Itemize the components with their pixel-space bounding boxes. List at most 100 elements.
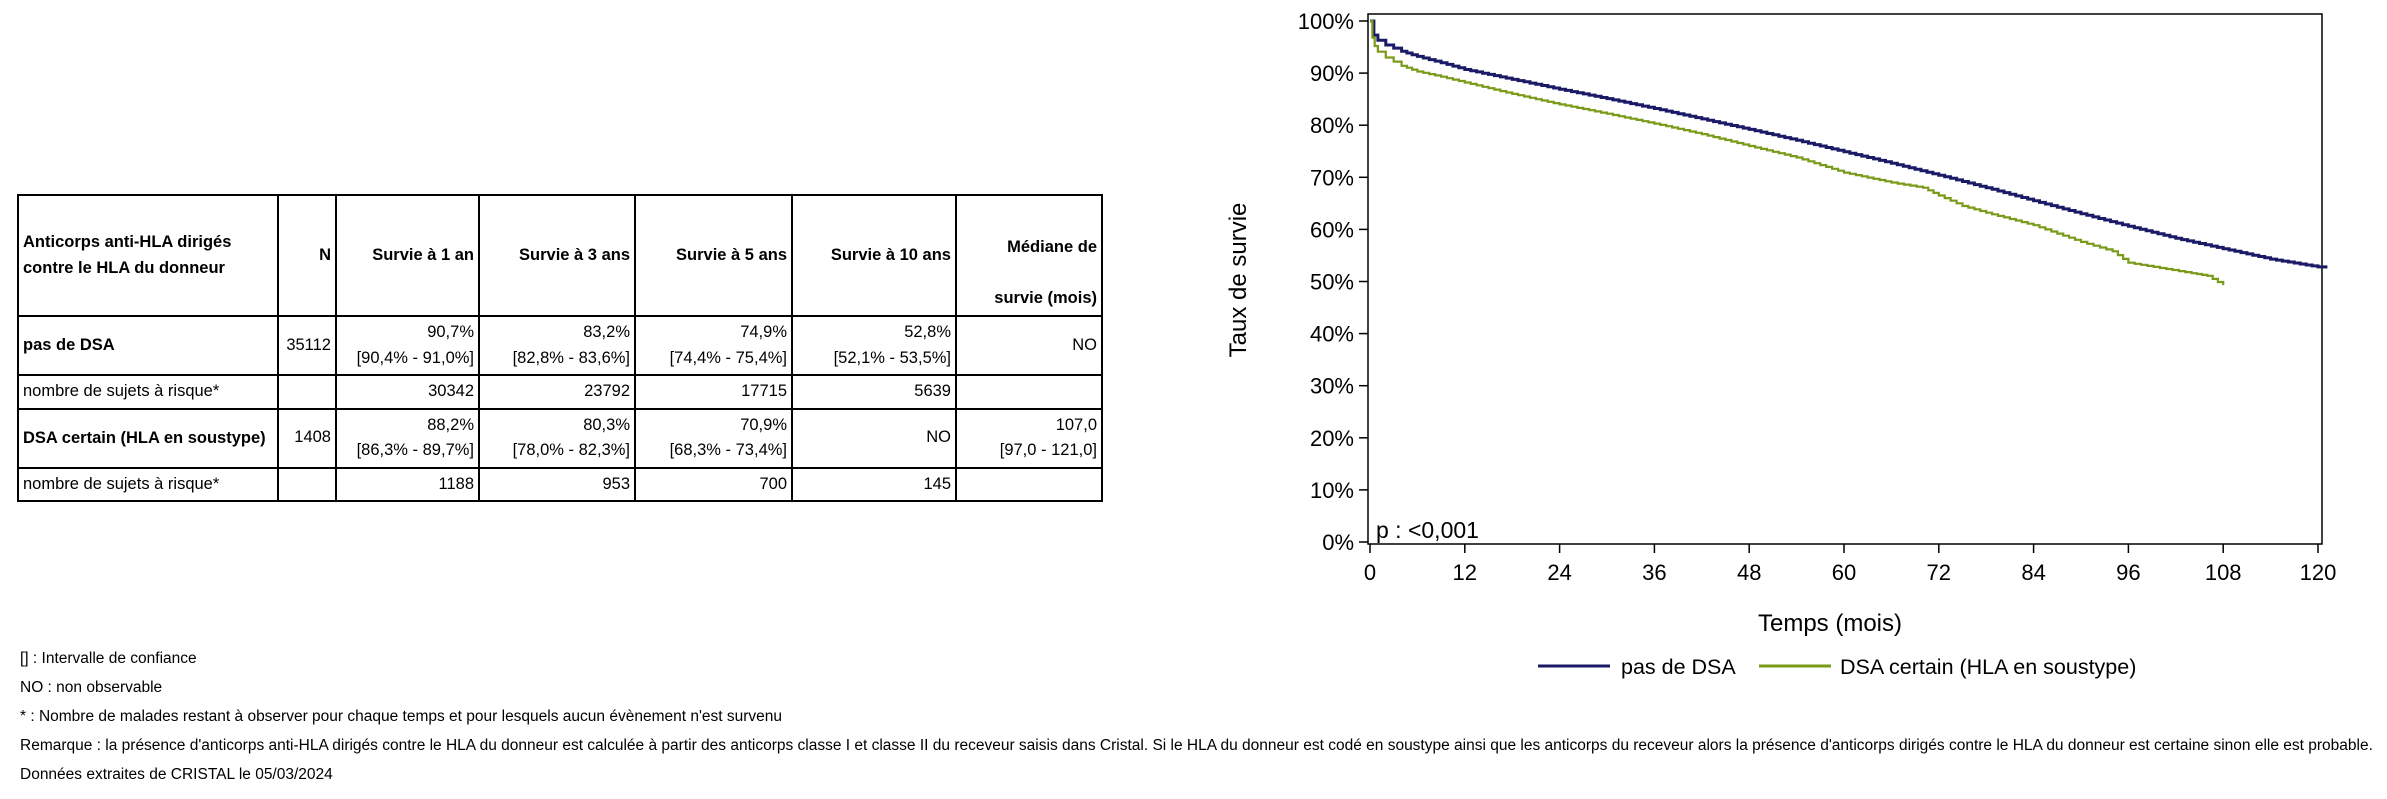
cell-survival-5y: 74,9% [74,4% - 75,4%]: [634, 314, 793, 377]
risk-3y: 953: [478, 466, 636, 503]
header-survival-5y: Survie à 5 ans: [634, 194, 793, 317]
x-tick-label: 0: [1364, 560, 1376, 585]
y-axis-label: Taux de survie: [1225, 203, 1252, 358]
header-median: Médiane de survie (mois): [955, 194, 1103, 317]
footnote: Données extraites de CRISTAL le 05/03/20…: [20, 766, 333, 783]
legend: pas de DSA DSA certain (HLA en soustype): [1538, 655, 2136, 679]
empty-cell: [277, 466, 337, 503]
y-tick-label: 0%: [1322, 530, 1354, 555]
risk-1y: 30342: [335, 374, 480, 410]
p-value-annotation: p : <0,001: [1376, 517, 1479, 543]
value: 88,2%: [427, 415, 474, 434]
x-tick-label: 36: [1642, 560, 1666, 585]
x-tick-label: 120: [2300, 560, 2337, 585]
risk-1y: 1188: [335, 466, 480, 503]
confidence-interval: [82,8% - 83,6%]: [512, 348, 630, 367]
x-tick-label: 96: [2116, 560, 2140, 585]
header-n: N: [277, 194, 337, 317]
x-tick-label: 12: [1453, 560, 1477, 585]
risk-5y: 700: [634, 466, 793, 503]
survival-chart: 0% 10% 20% 30% 40% 50% 60% 70% 80% 90% 100% 0 12 24 3…: [1225, 9, 2336, 679]
x-axis: 0 12 24 36 48 60 72 84 96 108 120: [1364, 544, 2336, 585]
cell-median: 107,0 [97,0 - 121,0]: [955, 407, 1103, 469]
cell-survival-1y: 90,7% [90,4% - 91,0%]: [335, 314, 480, 377]
confidence-interval: [52,1% - 53,5%]: [833, 348, 951, 367]
row-label: DSA certain (HLA en soustype): [17, 407, 279, 469]
table-row: pas de DSA 35112 90,7% [90,4% - 91,0%] 83…: [17, 314, 1103, 377]
cell-median: NO: [955, 314, 1103, 377]
cell-survival-3y: 80,3% [78,0% - 82,3%]: [478, 407, 636, 469]
footnote: NO : non observable: [20, 679, 163, 696]
y-tick-label: 90%: [1310, 61, 1354, 86]
value: 52,8%: [904, 323, 951, 341]
cell-survival-10y: NO: [791, 407, 957, 469]
table-header-row: Anticorps anti-HLA dirigés contre le HLA…: [17, 194, 1103, 317]
y-tick-label: 80%: [1310, 113, 1354, 138]
y-axis: 0% 10% 20% 30% 40% 50% 60% 70% 80% 90% 100%: [1298, 9, 1368, 555]
confidence-interval: [97,0 - 121,0]: [999, 441, 1097, 460]
legend-label-dsa-certain: DSA certain (HLA en soustype): [1840, 655, 2136, 679]
value: 107,0: [1055, 415, 1097, 434]
footnote: Remarque : la présence d'anticorps anti-…: [20, 737, 2373, 754]
risk-label: nombre de sujets à risque*: [17, 374, 279, 410]
value: 83,2%: [583, 323, 630, 341]
confidence-interval: [86,3% - 89,7%]: [356, 441, 474, 460]
table-row: nombre de sujets à risque* 30342 23792 1…: [17, 374, 1103, 410]
row-n: 35112: [277, 314, 337, 377]
footnotes: [] : Intervalle de confiance NO : non ob…: [20, 644, 2373, 789]
y-tick-label: 10%: [1310, 478, 1354, 503]
confidence-interval: [74,4% - 75,4%]: [669, 348, 787, 367]
header-median-line2: survie (mois): [994, 289, 1097, 308]
value: NO: [1072, 335, 1097, 354]
x-tick-label: 108: [2205, 560, 2242, 585]
value: 80,3%: [583, 415, 630, 434]
value: 90,7%: [427, 323, 474, 341]
confidence-interval: [78,0% - 82,3%]: [512, 441, 630, 460]
value: 74,9%: [740, 323, 787, 341]
risk-10y: 5639: [791, 374, 957, 410]
y-tick-label: 40%: [1310, 322, 1354, 347]
header-group: Anticorps anti-HLA dirigés contre le HLA…: [17, 194, 279, 317]
x-tick-label: 48: [1737, 560, 1761, 585]
plot-frame: [1367, 13, 2323, 545]
series-line-dsa-certain: [1370, 19, 2225, 286]
y-tick-label: 70%: [1310, 165, 1354, 190]
series-line-pas-de-dsa: [1370, 19, 2328, 269]
table-row: DSA certain (HLA en soustype) 1408 88,2%…: [17, 407, 1103, 469]
empty-cell: [277, 374, 337, 410]
risk-3y: 23792: [478, 374, 636, 410]
row-label: pas de DSA: [17, 314, 279, 377]
risk-label: nombre de sujets à risque*: [17, 466, 279, 503]
y-tick-label: 100%: [1298, 9, 1354, 34]
row-n: 1408: [277, 407, 337, 469]
x-tick-label: 72: [1927, 560, 1951, 585]
y-tick-label: 20%: [1310, 426, 1354, 451]
header-survival-3y: Survie à 3 ans: [478, 194, 636, 317]
x-axis-label: Temps (mois): [1758, 610, 1902, 637]
confidence-interval: [68,3% - 73,4%]: [669, 441, 787, 460]
series-lines: [1370, 19, 2328, 286]
risk-10y: 145: [791, 466, 957, 503]
header-survival-10y: Survie à 10 ans: [791, 194, 957, 317]
confidence-interval: [90,4% - 91,0%]: [356, 348, 474, 367]
header-survival-1y: Survie à 1 an: [335, 194, 480, 317]
empty-cell: [955, 466, 1103, 503]
legend-label-pas-de-dsa: pas de DSA: [1621, 655, 1736, 679]
survival-table: Anticorps anti-HLA dirigés contre le HLA…: [17, 194, 1103, 503]
y-tick-label: 30%: [1310, 374, 1354, 399]
cell-survival-3y: 83,2% [82,8% - 83,6%]: [478, 314, 636, 377]
value: 70,9%: [740, 415, 787, 434]
footnote: * : Nombre de malades restant à observer…: [20, 708, 783, 725]
risk-5y: 17715: [634, 374, 793, 410]
x-tick-label: 84: [2021, 560, 2045, 585]
table-row: nombre de sujets à risque* 1188 953 700 …: [17, 466, 1103, 503]
value: NO: [926, 428, 951, 447]
cell-survival-10y: 52,8% [52,1% - 53,5%]: [791, 314, 957, 377]
y-tick-label: 50%: [1310, 270, 1354, 295]
y-tick-label: 60%: [1310, 217, 1354, 242]
header-median-line1: Médiane de: [1007, 237, 1097, 256]
footnote: [] : Intervalle de confiance: [20, 650, 197, 667]
cell-survival-1y: 88,2% [86,3% - 89,7%]: [335, 407, 480, 469]
x-tick-label: 24: [1547, 560, 1571, 585]
x-tick-label: 60: [1832, 560, 1856, 585]
